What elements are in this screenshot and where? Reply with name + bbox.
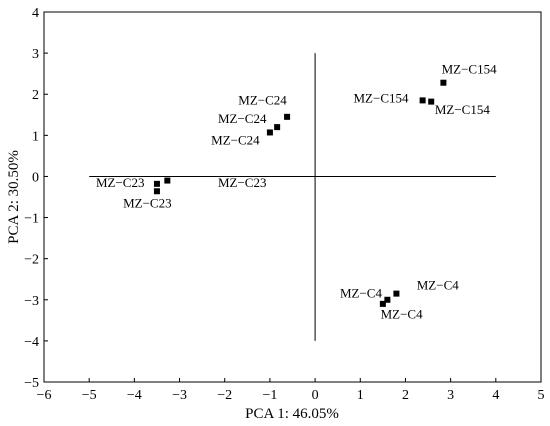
data-point-marker bbox=[164, 177, 171, 184]
point-label: MZ−C4 bbox=[417, 278, 460, 293]
data-point-marker bbox=[440, 79, 447, 86]
reference-lines bbox=[89, 53, 496, 341]
x-tick-label: 3 bbox=[447, 388, 454, 403]
x-tick-label: 5 bbox=[538, 388, 545, 403]
y-tick-label: −5 bbox=[24, 376, 39, 391]
y-tick-label: −3 bbox=[24, 294, 39, 309]
x-tick-label: −1 bbox=[262, 388, 277, 403]
point-label: MZ−C23 bbox=[218, 175, 267, 190]
x-tick-label: −6 bbox=[37, 388, 52, 403]
point-label: MZ−C154 bbox=[353, 90, 409, 105]
data-point-marker bbox=[393, 290, 400, 297]
point-label: MZ−C4 bbox=[381, 306, 424, 321]
point-label: MZ−C24 bbox=[218, 111, 267, 126]
data-point-marker bbox=[153, 188, 160, 195]
y-tick-label: 1 bbox=[32, 129, 39, 144]
point-label: MZ−C154 bbox=[435, 102, 491, 117]
data-point-marker bbox=[266, 129, 273, 136]
x-tick-label: −4 bbox=[127, 388, 142, 403]
point-label: MZ−C24 bbox=[211, 132, 260, 147]
y-tick-label: 2 bbox=[32, 88, 39, 103]
x-tick-label: −2 bbox=[217, 388, 232, 403]
data-point-marker bbox=[274, 124, 281, 131]
data-markers bbox=[153, 79, 447, 307]
point-label: MZ−C23 bbox=[96, 175, 145, 190]
data-point-marker bbox=[153, 180, 160, 187]
point-labels: MZ−C23 MZ−C23 MZ−C23 MZ−C24 MZ−C24 MZ−C24 MZ−C… bbox=[96, 62, 497, 322]
y-axis-title: PCA 2: 30.50% bbox=[6, 150, 22, 244]
x-tick-label: −3 bbox=[172, 388, 187, 403]
x-tick-label: −5 bbox=[82, 388, 97, 403]
y-tick-label: −1 bbox=[24, 212, 39, 227]
data-point-marker bbox=[419, 97, 426, 104]
x-axis-title: PCA 1: 46.05% bbox=[245, 406, 339, 422]
point-label: MZ−C23 bbox=[123, 196, 172, 211]
x-tick-label: 1 bbox=[357, 388, 364, 403]
data-point-marker bbox=[379, 300, 386, 307]
x-tick-label: 4 bbox=[492, 388, 499, 403]
data-point-marker bbox=[428, 98, 435, 105]
y-tick-label: 3 bbox=[32, 47, 39, 62]
y-tick-label: 4 bbox=[32, 6, 39, 21]
x-axis-ticks: −6 −5 −4 −3 −2 −1 0 1 2 3 4 5 bbox=[37, 378, 545, 403]
data-point-marker bbox=[384, 296, 391, 303]
point-label: MZ−C24 bbox=[238, 93, 287, 108]
point-label: MZ−C4 bbox=[340, 286, 383, 301]
y-tick-label: 0 bbox=[32, 170, 39, 185]
x-tick-label: 2 bbox=[402, 388, 409, 403]
y-tick-label: −4 bbox=[24, 335, 39, 350]
point-label: MZ−C154 bbox=[442, 62, 498, 77]
plot-area-frame bbox=[43, 11, 542, 383]
y-tick-label: −2 bbox=[24, 253, 39, 268]
x-tick-label: 0 bbox=[312, 388, 319, 403]
data-point-marker bbox=[284, 113, 291, 120]
y-axis-ticks: −5 −4 −3 −2 −1 0 1 2 3 4 bbox=[24, 6, 48, 391]
